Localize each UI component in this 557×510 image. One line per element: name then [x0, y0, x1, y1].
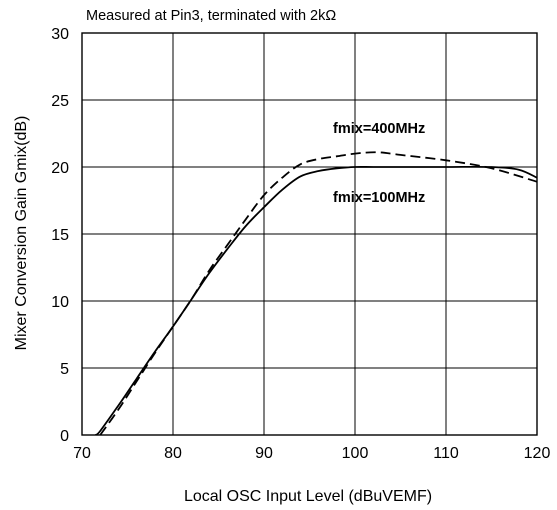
y-tick-label-25: 25 [51, 93, 69, 110]
x-tick-label-70: 70 [73, 445, 91, 462]
y-tick-label-20: 20 [51, 160, 69, 177]
series-label-fmix-100mhz: fmix=100MHz [333, 190, 425, 206]
series-lines [95, 151, 538, 436]
y-tick-label-10: 10 [51, 294, 69, 311]
y-tick-label-5: 5 [60, 361, 69, 378]
series-label-fmix-400mhz: fmix=400MHz [333, 121, 425, 137]
measurement-note: Measured at Pin3, terminated with 2kΩ [86, 8, 336, 24]
grid [81, 32, 538, 436]
y-tick-label-0: 0 [60, 428, 69, 445]
x-tick-label-100: 100 [342, 445, 369, 462]
x-tick-label-80: 80 [164, 445, 182, 462]
x-tick-label-120: 120 [524, 445, 551, 462]
tick-labels: 70 80 90 100 110 120 0 5 10 15 20 25 30 [51, 26, 550, 462]
y-tick-label-15: 15 [51, 227, 69, 244]
series-line-fmix-400mhz [99, 151, 538, 436]
x-axis-title: Local OSC Input Level (dBuVEMF) [184, 488, 432, 505]
plot-frame [81, 32, 538, 436]
y-tick-label-30: 30 [51, 26, 69, 43]
series-line-fmix-100mhz [95, 165, 538, 436]
x-tick-label-110: 110 [433, 445, 459, 462]
x-tick-label-90: 90 [255, 445, 273, 462]
y-axis-title: Mixer Conversion Gain Gmix(dB) [13, 116, 30, 351]
